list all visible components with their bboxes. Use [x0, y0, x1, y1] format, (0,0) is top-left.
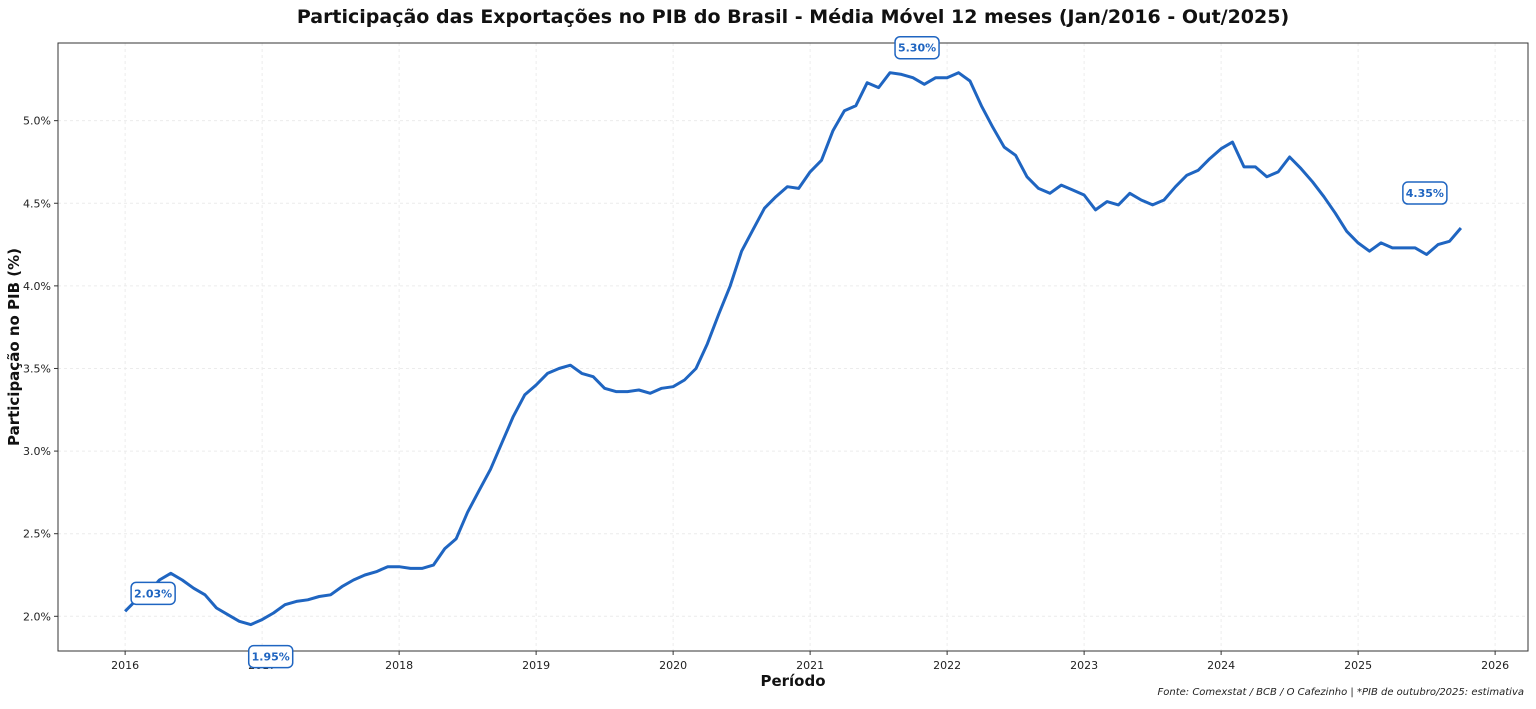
- x-tick-label: 2025: [1344, 659, 1372, 672]
- annotation-text: 5.30%: [898, 42, 936, 55]
- x-axis: 2016201720182019202020212022202320242025…: [111, 651, 1509, 672]
- annotation-text: 4.35%: [1406, 187, 1444, 200]
- x-tick-label: 2026: [1481, 659, 1509, 672]
- y-tick-label: 2.5%: [23, 528, 51, 541]
- annotation-label: 4.35%: [1402, 181, 1448, 205]
- plot-frame: [57, 42, 1529, 652]
- x-tick-label: 2024: [1207, 659, 1235, 672]
- x-tick-label: 2020: [659, 659, 687, 672]
- y-tick-label: 5.0%: [23, 115, 51, 128]
- annotation-text: 2.03%: [134, 587, 172, 600]
- x-tick-label: 2016: [111, 659, 139, 672]
- annotation-text: 1.95%: [252, 651, 290, 664]
- x-tick-label: 2019: [522, 659, 550, 672]
- annotations: 2.03% 1.95% 5.30% 4.35%: [130, 35, 1448, 669]
- annotation-label: 5.30%: [894, 35, 940, 60]
- y-tick-label: 4.5%: [23, 197, 51, 210]
- annotation-box: [130, 581, 176, 606]
- series-line: [124, 71, 1463, 627]
- y-tick-label: 2.0%: [23, 610, 51, 623]
- grid: [58, 43, 1528, 651]
- x-tick-label: 2023: [1070, 659, 1098, 672]
- annotation-label: 2.03%: [130, 581, 176, 606]
- chart-title: Participação das Exportações no PIB do B…: [297, 6, 1289, 28]
- x-tick-label: 2022: [933, 659, 961, 672]
- annotation-box: [247, 644, 294, 669]
- y-axis: 2.0% 2.5% 3.0% 3.5% 4.0% 4.5% 5.0%: [23, 115, 58, 623]
- annotation-label: 1.95%: [247, 644, 294, 669]
- source-note: Fonte: Comexstat / BCB / O Cafezinho | *…: [1158, 687, 1525, 698]
- x-tick-label: 2021: [796, 659, 824, 672]
- x-tick-label: 2018: [385, 659, 413, 672]
- y-tick-label: 4.0%: [23, 280, 51, 293]
- y-tick-label: 3.5%: [23, 362, 51, 375]
- y-tick-label: 3.0%: [23, 445, 51, 458]
- y-axis-label: Participação no PIB (%): [5, 248, 23, 446]
- annotation-box: [894, 35, 940, 60]
- annotation-box: [1402, 181, 1448, 205]
- x-axis-label: Período: [760, 672, 825, 690]
